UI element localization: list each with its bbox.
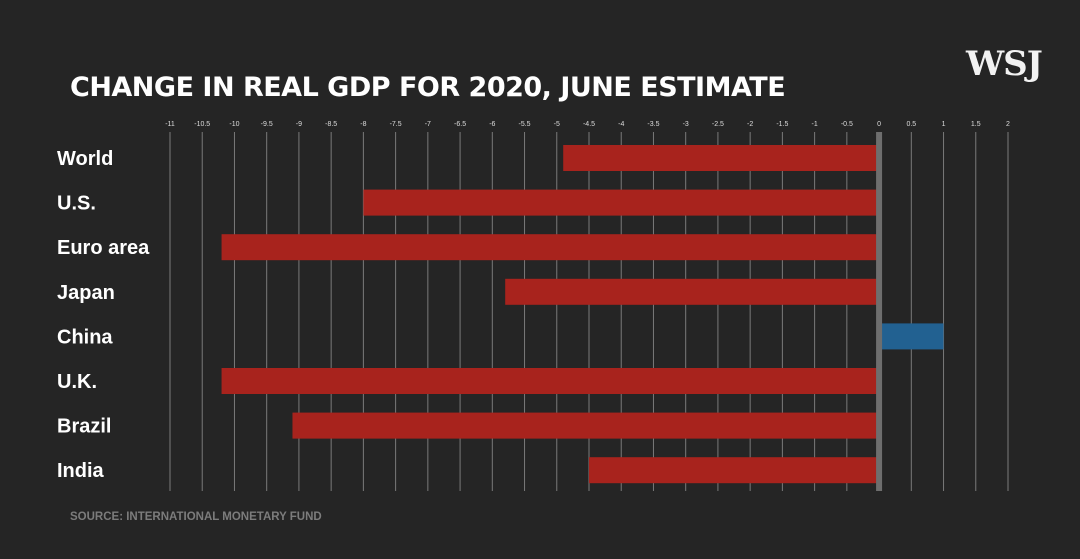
category-label: China xyxy=(57,326,113,348)
x-tick-label: -3.5 xyxy=(647,121,659,128)
x-tick-label: -8 xyxy=(360,121,366,128)
x-tick-label: -10.5 xyxy=(194,121,210,128)
bar-euro-area xyxy=(221,234,880,261)
x-tick-label: -1 xyxy=(811,121,817,128)
bar-u-s xyxy=(363,189,880,216)
x-axis-ticks: -11 -10.5 -10 -9.5 -9 -8.5 -8 -7.5 -7 -6.5 -6 -5.5-… xyxy=(165,121,1010,128)
x-tick-label: -0.5 xyxy=(841,121,853,128)
bars xyxy=(221,145,944,484)
source-note: SOURCE: INTERNATIONAL MONETARY FUND xyxy=(70,511,322,523)
x-tick-label: -9 xyxy=(296,121,302,128)
x-tick-label: -8.5 xyxy=(325,121,337,128)
x-tick-label: -4.5 xyxy=(583,121,595,128)
category-labels: World U.S. Euro area Japan China U.K. Brazil In… xyxy=(57,148,150,482)
category-label: Brazil xyxy=(57,416,111,438)
bar-india xyxy=(589,457,880,484)
zero-axis xyxy=(876,132,883,491)
x-tick-label: -3 xyxy=(683,121,689,128)
x-tick-label: -10 xyxy=(229,121,239,128)
x-tick-label: -2 xyxy=(747,121,753,128)
x-tick-label: -9.5 xyxy=(261,121,273,128)
x-tick-label: 0 xyxy=(877,121,881,128)
bar-japan xyxy=(505,278,880,305)
category-label: Japan xyxy=(57,282,115,304)
bar-world xyxy=(563,145,880,171)
zero-line xyxy=(876,132,883,491)
x-tick-label: -1.5 xyxy=(776,121,788,128)
chart-title: CHANGE IN REAL GDP FOR 2020, JUNE ESTIMA… xyxy=(70,72,786,103)
x-tick-label: 2 xyxy=(1006,121,1010,128)
x-tick-label: -2.5 xyxy=(712,121,724,128)
bar-brazil xyxy=(292,412,880,439)
x-tick-label: 1 xyxy=(942,121,946,128)
x-tick-label: -4 xyxy=(618,121,624,128)
bar-china xyxy=(879,323,944,350)
wsj-logo: WSJ xyxy=(966,44,1043,84)
x-tick-label: -5 xyxy=(554,121,560,128)
x-tick-label: -6 xyxy=(489,121,495,128)
x-tick-label: -5.5 xyxy=(519,121,531,128)
category-label: U.K. xyxy=(57,371,97,393)
x-tick-label: -11 xyxy=(165,121,175,128)
category-label: Euro area xyxy=(57,237,150,259)
category-label: India xyxy=(57,460,105,482)
category-label: World xyxy=(57,148,113,170)
x-tick-label: -7.5 xyxy=(390,121,402,128)
x-tick-label: 0.5 xyxy=(906,121,916,128)
x-tick-label: 1.5 xyxy=(971,121,981,128)
bar-u-k xyxy=(221,368,880,394)
x-tick-label: -7 xyxy=(425,121,431,128)
x-tick-label: -6.5 xyxy=(454,121,466,128)
category-label: U.S. xyxy=(57,193,96,215)
